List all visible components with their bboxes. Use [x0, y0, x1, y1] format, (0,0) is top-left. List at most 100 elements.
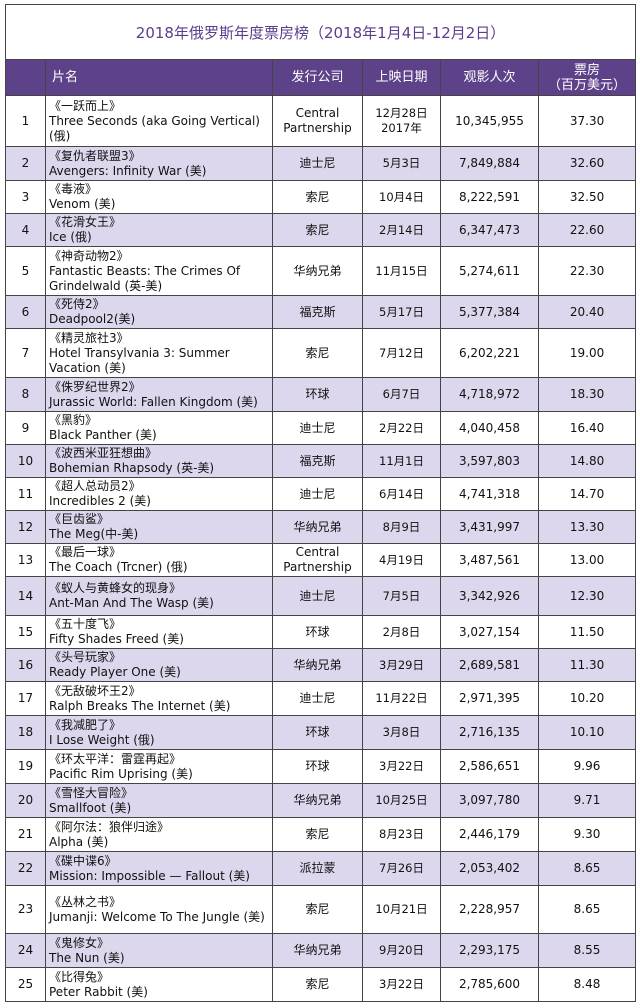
table-row: 1 《一跃而上》 Three Seconds (aka Going Vertical…	[5, 95, 637, 147]
rank: 25	[5, 967, 46, 1002]
chinese-title: 《精灵旅社3》	[49, 330, 129, 345]
rank: 6	[5, 295, 46, 329]
box-office: 8.65	[537, 851, 637, 886]
film-name: 《精灵旅社3》 Hotel Transylvania 3: Summer Vaca…	[45, 328, 273, 378]
chinese-title: 《我减肥了》	[49, 717, 122, 732]
film-name: 《碟中谍6》 Mission: Impossible — Fallout (美)	[45, 851, 273, 886]
distributor: 索尼	[272, 180, 363, 214]
release-date: 6月7日	[362, 377, 441, 412]
chinese-title: 《雪怪大冒险》	[49, 785, 134, 800]
chinese-title: 《蚁人与黄蜂女的现身》	[49, 581, 182, 595]
rank: 8	[5, 377, 46, 412]
english-title: Ralph Breaks The Internet (美)	[49, 698, 231, 713]
distributor: 索尼	[272, 885, 363, 934]
table-row: 20 《雪怪大冒险》 Smallfoot (美) 华纳兄弟 10月25日 3,097,78…	[5, 783, 637, 818]
chinese-title: 《黑豹》	[49, 413, 98, 427]
release-date: 8月23日	[362, 817, 441, 852]
distributor: 环球	[272, 615, 363, 649]
chinese-title: 《神奇动物2》	[49, 248, 129, 263]
film-name: 《阿尔法：狼伴归途》 Alpha (美)	[45, 817, 273, 852]
distributor: Central Partnership	[272, 95, 363, 147]
box-office: 20.40	[537, 295, 637, 329]
table-row: 5 《神奇动物2》 Fantastic Beasts: The Crimes Of …	[5, 246, 637, 296]
english-title: Ant-Man And The Wasp (美)	[49, 596, 214, 610]
film-name: 《我减肥了》 I Lose Weight (俄)	[45, 715, 273, 750]
release-date: 10月4日	[362, 180, 441, 214]
box-office: 9.30	[537, 817, 637, 852]
table-title: 2018年俄罗斯年度票房榜（2018年1月4日-12月2日）	[4, 4, 637, 60]
box-office: 12.30	[537, 576, 637, 616]
film-name: 《死侍2》 Deadpool2(美)	[45, 295, 273, 329]
distributor: 环球	[272, 749, 363, 784]
admissions: 7,849,884	[440, 146, 539, 181]
film-name: 《鬼修女》 The Nun (美)	[45, 933, 273, 968]
box-office: 8.48	[537, 967, 637, 1002]
table-row: 25 《比得兔》 Peter Rabbit (美) 索尼 3月22日 2,785,600 8…	[5, 967, 637, 1002]
rank: 20	[5, 783, 46, 818]
release-date: 5月17日	[362, 295, 441, 329]
chinese-title: 《波西米亚狂想曲》	[49, 446, 158, 460]
table-row: 8 《侏罗纪世界2》 Jurassic World: Fallen Kingdom …	[5, 377, 637, 412]
film-name: 《丛林之书》 Jumanji: Welcome To The Jungle (美)	[45, 885, 273, 934]
film-name: 《最后一球》 The Coach (Trcner) (俄)	[45, 543, 273, 577]
distributor: Central Partnership	[272, 543, 363, 577]
admissions: 2,971,395	[440, 681, 539, 716]
film-name: 《雪怪大冒险》 Smallfoot (美)	[45, 783, 273, 818]
table-row: 3 《毒液》 Venom (美) 索尼 10月4日 8,222,591 32.50	[5, 180, 637, 214]
table-row: 18 《我减肥了》 I Lose Weight (俄) 环球 3月8日 2,716,135…	[5, 715, 637, 750]
box-office: 10.10	[537, 715, 637, 750]
box-office: 11.50	[537, 615, 637, 649]
release-date: 3月29日	[362, 648, 441, 682]
chinese-title: 《鬼修女》	[49, 935, 110, 950]
english-title: Pacific Rim Uprising (美)	[49, 766, 193, 781]
rank: 1	[5, 95, 46, 147]
distributor: 环球	[272, 715, 363, 750]
film-name: 《波西米亚狂想曲》 Bohemian Rhapsody (英-美)	[45, 444, 273, 478]
chinese-title: 《巨齿鲨》	[49, 512, 110, 526]
english-title: Ready Player One (美)	[49, 665, 181, 679]
distributor: 迪士尼	[272, 477, 363, 511]
film-name: 《超人总动员2》 Incredibles 2 (美)	[45, 477, 273, 511]
admissions: 3,342,926	[440, 576, 539, 616]
box-office: 32.60	[537, 146, 637, 181]
box-office: 8.55	[537, 933, 637, 968]
english-title: Peter Rabbit (美)	[49, 984, 148, 999]
box-office: 14.70	[537, 477, 637, 511]
film-name: 《神奇动物2》 Fantastic Beasts: The Crimes Of G…	[45, 246, 273, 296]
table-row: 7 《精灵旅社3》 Hotel Transylvania 3: Summer Vac…	[5, 328, 637, 378]
table-row: 21 《阿尔法：狼伴归途》 Alpha (美) 索尼 8月23日 2,446,179 9.3…	[5, 817, 637, 852]
rank: 3	[5, 180, 46, 214]
english-title: Incredibles 2 (美)	[49, 494, 151, 508]
chinese-title: 《丛林之书》	[49, 894, 122, 909]
english-title: Avengers: Infinity War (美)	[49, 163, 207, 178]
header-cell: 票房 （百万美元）	[537, 59, 637, 96]
table-row: 19 《环太平洋：雷霆再起》 Pacific Rim Uprising (美) 环球 3…	[5, 749, 637, 784]
english-title: Fantastic Beasts: The Crimes Of Grindelw…	[49, 263, 241, 293]
box-office: 13.00	[537, 543, 637, 577]
rank: 13	[5, 543, 46, 577]
english-title: Three Seconds (aka Going Vertical) (俄)	[49, 113, 260, 143]
admissions: 3,027,154	[440, 615, 539, 649]
distributor: 华纳兄弟	[272, 648, 363, 682]
release-date: 7月5日	[362, 576, 441, 616]
admissions: 6,202,221	[440, 328, 539, 378]
film-name: 《比得兔》 Peter Rabbit (美)	[45, 967, 273, 1002]
chinese-title: 《超人总动员2》	[49, 479, 141, 493]
distributor: 派拉蒙	[272, 851, 363, 886]
distributor: 福克斯	[272, 444, 363, 478]
release-date: 6月14日	[362, 477, 441, 511]
english-title: Jumanji: Welcome To The Jungle (美)	[49, 909, 265, 924]
chinese-title: 《侏罗纪世界2》	[49, 379, 141, 394]
admissions: 5,274,611	[440, 246, 539, 296]
box-office: 9.96	[537, 749, 637, 784]
box-office: 8.65	[537, 885, 637, 934]
table-row: 23 《丛林之书》 Jumanji: Welcome To The Jungle (…	[5, 885, 637, 934]
admissions: 4,741,318	[440, 477, 539, 511]
header-cell: 上映日期	[362, 59, 441, 96]
rank: 10	[5, 444, 46, 478]
box-office: 13.30	[537, 510, 637, 544]
release-date: 5月3日	[362, 146, 441, 181]
release-date: 3月22日	[362, 967, 441, 1002]
chinese-title: 《环太平洋：雷霆再起》	[49, 751, 182, 766]
table-row: 6 《死侍2》 Deadpool2(美) 福克斯 5月17日 5,377,384 20.40	[5, 295, 637, 329]
